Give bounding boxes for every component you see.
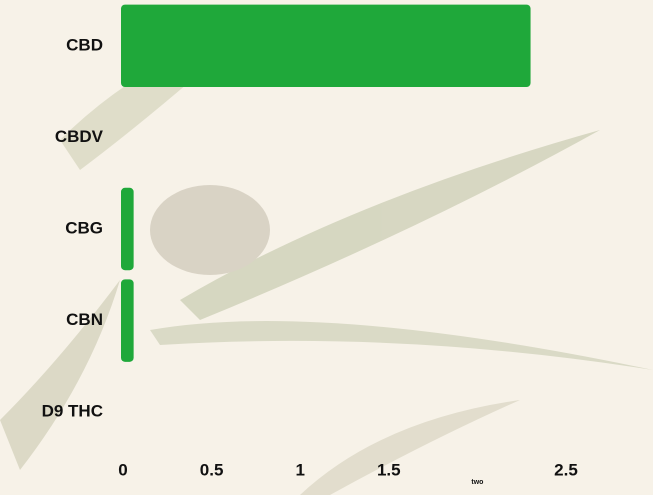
bar [121, 187, 134, 271]
x-tick-label: 2.5 [554, 460, 578, 479]
y-tick-label: CBN [66, 310, 103, 329]
x-tick-label: two [471, 479, 483, 486]
leaf-decoration [0, 20, 653, 495]
y-tick-label: CBDV [55, 127, 104, 146]
y-tick-label: CBG [65, 218, 103, 237]
x-tick-label: 1 [295, 460, 304, 479]
y-tick-label: CBD [66, 35, 103, 54]
bar [121, 4, 531, 88]
x-tick-label: 0.5 [200, 460, 224, 479]
x-tick-label: 1.5 [377, 460, 401, 479]
x-tick-label: 0 [118, 460, 127, 479]
y-tick-label: D9 THC [42, 402, 103, 421]
bar [121, 279, 134, 362]
